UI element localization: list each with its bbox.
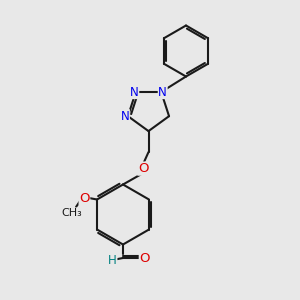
Text: N: N [121, 110, 129, 123]
Text: O: O [139, 251, 150, 265]
Text: O: O [79, 191, 90, 205]
Text: N: N [158, 85, 167, 98]
Text: N: N [130, 85, 139, 98]
Text: CH₃: CH₃ [61, 208, 82, 218]
Text: O: O [138, 162, 148, 175]
Text: H: H [108, 254, 117, 267]
